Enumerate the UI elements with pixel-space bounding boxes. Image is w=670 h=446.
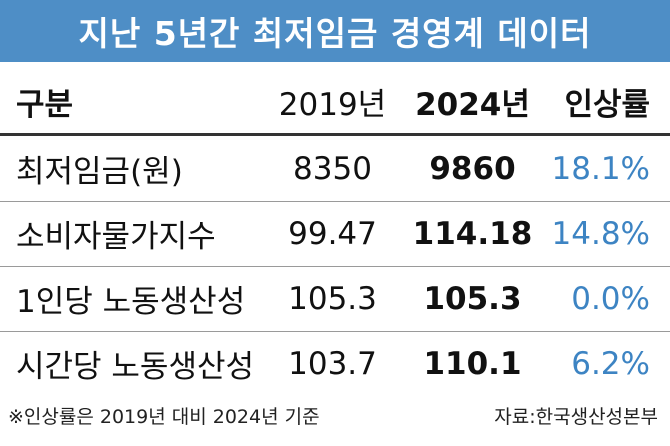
header-row: 구분 2019년 2024년 인상률 (0, 72, 670, 130)
cell-value: 8350 (293, 150, 372, 187)
row-label: 소비자물가지수 (16, 219, 216, 255)
cell-value: 110.1 (423, 345, 522, 382)
row-label: 1인당 노동생산성 (16, 284, 246, 320)
table-row: 1인당 노동생산성 105.3 105.3 0.0% (0, 267, 670, 330)
table-row: 소비자물가지수 99.47 114.18 14.8% (0, 202, 670, 265)
header-cell: 구분 (16, 86, 74, 123)
header-cell: 2024년 (415, 86, 530, 123)
row-label: 시간당 노동생산성 (16, 349, 255, 385)
row-rule (0, 266, 670, 267)
cell-value: 9860 (429, 150, 516, 187)
table-row: 시간당 노동생산성 103.7 110.1 6.2% (0, 332, 670, 395)
header-cell: 2019년 (278, 86, 387, 123)
cell-value: 105.3 (423, 280, 522, 317)
source: 자료:한국생산성본부 (494, 406, 658, 428)
cell-value: 6.2% (571, 345, 650, 382)
table-row: 최저임금(원) 8350 9860 18.1% (0, 137, 670, 200)
header-rule (0, 133, 670, 136)
cell-value: 103.7 (288, 345, 377, 382)
cell-value: 105.3 (288, 280, 377, 317)
row-label: 최저임금(원) (16, 154, 183, 190)
footnote: ※인상률은 2019년 대비 2024년 기준 (8, 406, 320, 428)
header-cell: 인상률 (564, 86, 650, 123)
cell-value: 0.0% (571, 280, 650, 317)
cell-value: 14.8% (551, 215, 650, 252)
cell-value: 99.47 (288, 215, 377, 252)
cell-value: 114.18 (412, 215, 533, 252)
title: 지난 5년간 최저임금 경영계 데이터 (0, 0, 670, 62)
row-rule (0, 201, 670, 202)
row-rule (0, 331, 670, 332)
cell-value: 18.1% (551, 150, 650, 187)
